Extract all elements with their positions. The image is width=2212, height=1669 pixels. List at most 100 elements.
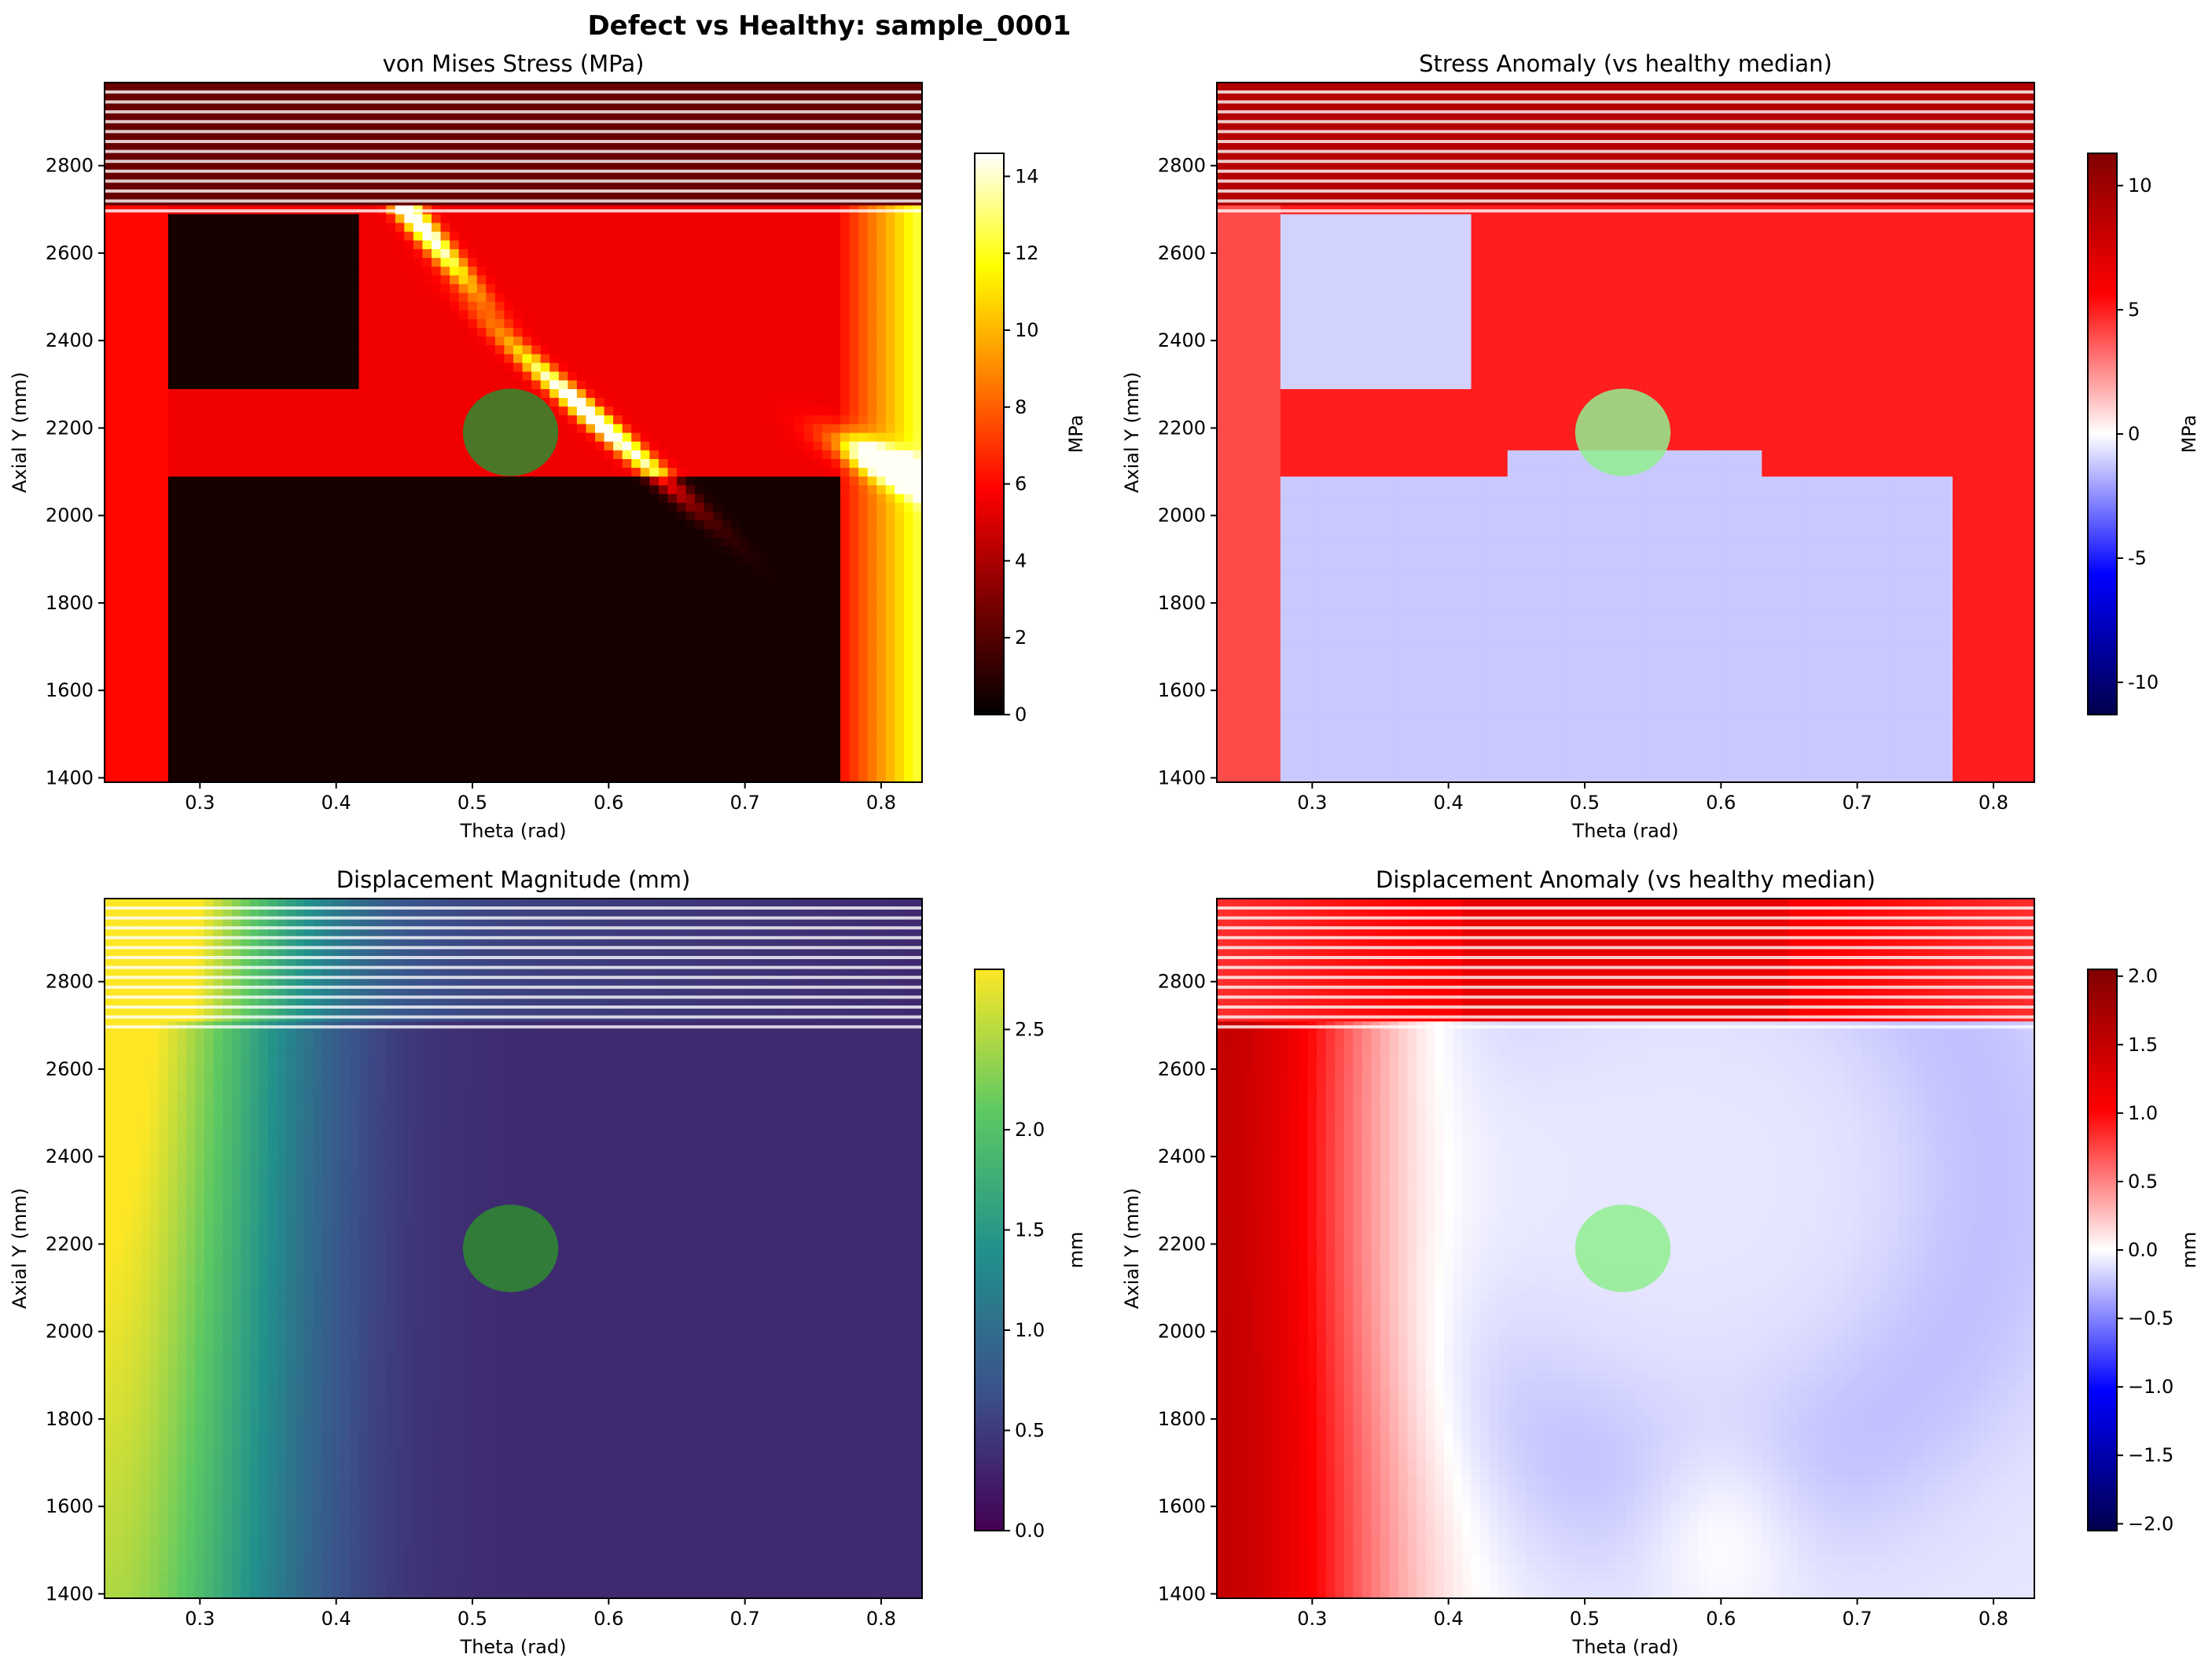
heatmap-cell (314, 292, 323, 302)
heatmap-cell (159, 275, 168, 285)
heatmap-cell (322, 748, 332, 757)
heatmap-cell (604, 415, 614, 425)
heatmap-cell (504, 642, 513, 652)
heatmap-cell (286, 651, 296, 660)
heatmap-cell (150, 555, 160, 564)
heatmap-cell (377, 248, 387, 258)
heatmap-cell (204, 214, 214, 223)
heatmap-cell (114, 616, 123, 626)
heatmap-cell (132, 651, 141, 660)
heatmap-cell (177, 424, 186, 433)
heatmap-cell (604, 354, 614, 363)
heatmap-cell (541, 765, 550, 774)
heatmap-cell (268, 388, 277, 398)
heatmap-cell (413, 284, 423, 293)
heatmap-cell (296, 660, 305, 669)
heatmap-cell (549, 222, 559, 232)
heatmap-cell (359, 730, 369, 739)
heatmap-cell (168, 468, 178, 477)
heatmap-cell (568, 83, 577, 92)
heatmap-cell (559, 616, 568, 626)
heatmap-cell (432, 660, 441, 669)
heatmap-cell (150, 712, 160, 722)
heatmap-cell (504, 651, 513, 660)
heatmap-cell (286, 292, 296, 302)
heatmap-cell (568, 520, 577, 529)
heatmap-cell (541, 362, 550, 372)
heatmap-cell (250, 704, 259, 713)
heatmap-cell (277, 415, 287, 425)
heatmap-cell (286, 485, 296, 494)
heatmap-cell (250, 345, 259, 355)
heatmap-cell (350, 284, 359, 293)
heatmap-cell (304, 292, 314, 302)
heatmap-cell (322, 528, 332, 538)
heatmap-cell (604, 222, 614, 232)
heatmap-cell (504, 660, 513, 669)
heatmap-cell (531, 678, 541, 687)
heatmap-cell (286, 616, 296, 626)
heatmap-cell (314, 668, 323, 678)
heatmap-cell (141, 572, 150, 582)
heatmap-cell (159, 502, 168, 512)
heatmap-cell (232, 704, 241, 713)
heatmap-cell (259, 108, 268, 118)
heatmap-cell (232, 450, 241, 459)
heatmap-cell (196, 406, 205, 416)
heatmap-cell (114, 310, 123, 319)
heatmap-cell (404, 398, 413, 407)
heatmap-cell (168, 222, 178, 232)
heatmap-cell (422, 406, 432, 416)
heatmap-cell (114, 432, 123, 442)
heatmap-cell (377, 660, 387, 669)
heatmap-cell (604, 450, 614, 459)
heatmap-cell (141, 458, 150, 468)
heatmap-cell (322, 424, 332, 433)
heatmap-cell (132, 248, 141, 258)
heatmap-cell (132, 748, 141, 757)
heatmap-cell (486, 362, 495, 372)
heatmap-cell (304, 502, 314, 512)
heatmap-cell (386, 258, 395, 267)
heatmap-cell (332, 695, 341, 704)
heatmap-cell (241, 730, 250, 739)
heatmap-cell (377, 756, 387, 766)
heatmap-cell (250, 362, 259, 372)
heatmap-cell (468, 380, 477, 389)
heatmap-cell (623, 756, 632, 766)
heatmap-cell (404, 424, 413, 433)
heatmap-cell (204, 458, 214, 468)
heatmap-cell (277, 634, 287, 643)
heatmap-cell (623, 748, 632, 757)
heatmap-cell (486, 371, 495, 380)
heatmap-cell (386, 441, 395, 450)
heatmap-cell (204, 398, 214, 407)
heatmap-cell (531, 267, 541, 276)
heatmap-cell (304, 774, 314, 783)
heatmap-cell (141, 468, 150, 477)
heatmap-cell (459, 642, 468, 652)
heatmap-cell (286, 406, 296, 416)
heatmap-cell (595, 458, 604, 468)
heatmap-cell (314, 555, 323, 564)
heatmap-cell (168, 538, 178, 547)
heatmap-cell (250, 564, 259, 573)
heatmap-cell (404, 432, 413, 442)
heatmap-cell (395, 318, 405, 328)
heatmap-cell (477, 564, 487, 573)
heatmap-cell (559, 730, 568, 739)
heatmap-cell (241, 546, 250, 556)
heatmap-cell (504, 328, 513, 337)
heatmap-cell (422, 424, 432, 433)
heatmap-cell (377, 380, 387, 389)
heatmap-cell (386, 538, 395, 547)
heatmap-cell (504, 371, 513, 380)
heatmap-cell (177, 660, 186, 669)
heatmap-cell (459, 318, 468, 328)
heatmap-cell (232, 380, 241, 389)
heatmap-cell (613, 660, 623, 669)
heatmap-cell (368, 651, 377, 660)
heatmap-cell (350, 668, 359, 678)
heatmap-cell (314, 371, 323, 380)
heatmap-cell (450, 765, 459, 774)
